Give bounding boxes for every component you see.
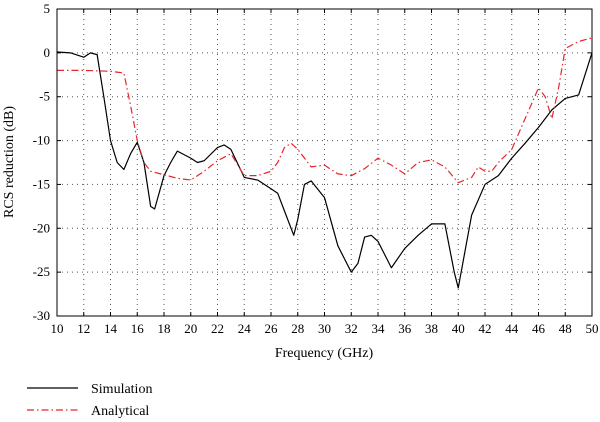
- x-tick-label: 12: [77, 321, 90, 336]
- ticks: 10 12 14 16 18 20 22 24 26 28 30 32 34 36 38 40 42 44 46 48…: [33, 1, 599, 336]
- legend-label-simulation: Simulation: [91, 382, 152, 397]
- x-tick-label: 16: [131, 321, 145, 336]
- x-tick-label: 28: [291, 321, 304, 336]
- y-tick-label: -5: [39, 89, 50, 104]
- y-axis-label: RCS reduction (dB): [2, 106, 17, 218]
- x-tick-label: 48: [559, 321, 572, 336]
- x-tick-label: 22: [211, 321, 224, 336]
- x-tick-label: 14: [104, 321, 118, 336]
- y-tick-label: -25: [33, 264, 50, 279]
- series-lines: [56, 37, 593, 289]
- x-tick-label: 10: [51, 321, 64, 336]
- series-line-simulation: [56, 51, 593, 289]
- x-tick-label: 20: [184, 321, 197, 336]
- x-tick-label: 50: [586, 321, 599, 336]
- x-tick-label: 46: [532, 321, 546, 336]
- x-tick-label: 34: [372, 321, 386, 336]
- x-tick-label: 44: [505, 321, 519, 336]
- x-tick-label: 36: [398, 321, 412, 336]
- legend: Simulation Analytical: [27, 382, 152, 419]
- x-tick-label: 30: [318, 321, 331, 336]
- y-tick-label: 0: [44, 45, 51, 60]
- x-tick-label: 40: [452, 321, 465, 336]
- x-axis-label: Frequency (GHz): [275, 346, 374, 361]
- x-tick-label: 38: [425, 321, 438, 336]
- grid: [57, 9, 592, 316]
- y-tick-label: -30: [33, 308, 50, 323]
- series-line-analytical: [57, 37, 593, 184]
- x-tick-label: 42: [479, 321, 492, 336]
- y-tick-label: -10: [33, 133, 50, 148]
- y-tick-label: -15: [33, 176, 50, 191]
- x-tick-label: 32: [345, 321, 358, 336]
- y-tick-label: 5: [44, 1, 51, 16]
- x-tick-label: 24: [238, 321, 252, 336]
- x-tick-label: 18: [158, 321, 171, 336]
- y-tick-label: -20: [33, 220, 50, 235]
- legend-label-analytical: Analytical: [91, 404, 149, 419]
- x-tick-label: 26: [265, 321, 279, 336]
